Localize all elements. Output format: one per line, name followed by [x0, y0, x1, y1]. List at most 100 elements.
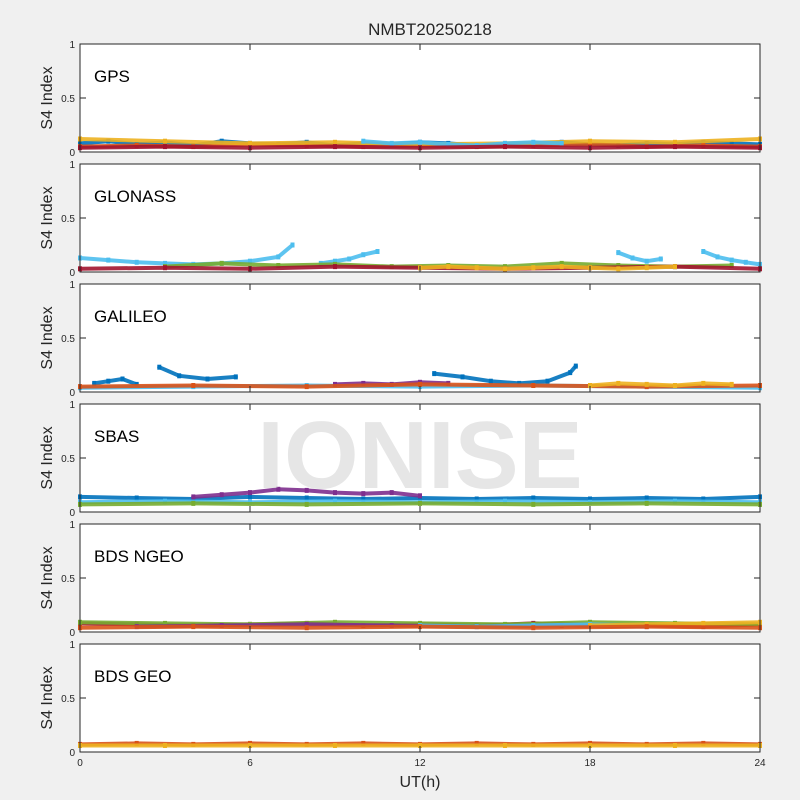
data-point [474, 496, 479, 502]
data-point [474, 740, 479, 746]
data-point [333, 258, 337, 264]
data-point [531, 495, 536, 501]
data-point [361, 740, 366, 746]
y-axis-label: S4 Index [39, 186, 56, 249]
data-point [559, 140, 564, 146]
data-point [92, 380, 97, 386]
y-axis-label: S4 Index [39, 306, 56, 369]
constellation-label: SBAS [94, 427, 139, 446]
data-point [205, 376, 210, 382]
series-7 [418, 264, 677, 272]
data-point [134, 259, 139, 265]
y-axis-label: S4 Index [39, 426, 56, 489]
y-tick-label: 1 [69, 520, 75, 531]
data-point [248, 494, 252, 500]
data-point [333, 498, 337, 504]
constellation-label: GPS [94, 67, 130, 86]
data-point [333, 619, 337, 625]
data-point [163, 138, 167, 144]
x-tick-label: 6 [247, 758, 253, 769]
data-point [503, 266, 507, 272]
x-tick-label: 12 [414, 758, 426, 769]
data-point [248, 140, 252, 146]
data-point [503, 498, 507, 504]
data-point [233, 374, 238, 380]
data-point [163, 620, 167, 626]
data-point [715, 254, 720, 260]
data-point [163, 498, 167, 504]
data-point [488, 378, 493, 384]
data-point [531, 139, 536, 145]
data-point [729, 140, 734, 146]
data-point [276, 254, 281, 260]
y-tick-label: 0.5 [61, 454, 75, 465]
constellation-label: GALILEO [94, 307, 167, 326]
data-point [729, 381, 734, 387]
x-tick-label: 0 [77, 758, 83, 769]
plot-area [80, 44, 760, 152]
data-point [701, 380, 706, 386]
plot-area [80, 644, 760, 752]
data-point [729, 263, 734, 268]
series-line [157, 365, 238, 381]
y-tick-label: 1 [69, 640, 75, 651]
data-point [531, 383, 536, 388]
data-point [418, 743, 422, 748]
panel-bds-geo: 0 0.5 1 S4 Index BDS GEO 0 6 12 18 24 [39, 640, 766, 769]
panel-galileo: 0 0.5 1 S4 Index GALILEO [39, 280, 762, 399]
data-point [120, 376, 125, 382]
data-point [644, 265, 649, 271]
constellation-label: GLONASS [94, 187, 176, 206]
data-point [389, 140, 394, 146]
data-point [658, 256, 663, 262]
data-point [333, 264, 337, 270]
data-point [644, 500, 649, 506]
series-line [616, 250, 663, 264]
data-point [418, 139, 422, 145]
y-tick-label: 0 [69, 748, 75, 759]
x-tick-label: 18 [584, 758, 596, 769]
data-point [701, 620, 706, 626]
series-line [588, 381, 734, 388]
data-point [644, 495, 649, 501]
y-tick-label: 0.5 [61, 574, 75, 585]
y-axis-label: S4 Index [39, 66, 56, 129]
y-tick-label: 0.5 [61, 694, 75, 705]
data-point [304, 487, 309, 493]
data-point [219, 260, 224, 266]
data-point [163, 144, 167, 150]
constellation-label: BDS GEO [94, 667, 171, 686]
data-point [503, 140, 507, 146]
data-point [568, 370, 573, 376]
data-point [361, 138, 366, 144]
panel-stack: 0 0.5 1 S4 Index GPS 0 0.5 1 S4 Index GLONASS 0 0.5… [39, 40, 766, 769]
y-tick-label: 1 [69, 160, 75, 171]
data-point [588, 496, 592, 502]
data-point [304, 501, 309, 507]
data-point [333, 490, 337, 496]
data-point [191, 624, 196, 630]
data-point [361, 252, 366, 258]
y-tick-label: 1 [69, 280, 75, 291]
data-point [743, 259, 748, 265]
series-2 [191, 486, 422, 500]
data-point [701, 496, 706, 502]
data-point [673, 139, 677, 145]
data-point [304, 621, 309, 627]
data-point [616, 380, 621, 386]
data-point [304, 625, 309, 631]
constellation-label: BDS NGEO [94, 547, 184, 566]
data-point [673, 498, 677, 504]
plot-area [80, 284, 760, 392]
data-point [446, 141, 451, 147]
series-3 [616, 250, 663, 264]
data-point [248, 490, 252, 496]
panel-glonass: 0 0.5 1 S4 Index GLONASS [39, 160, 762, 279]
y-tick-label: 0.5 [61, 94, 75, 105]
data-point [361, 496, 366, 502]
series-line [361, 139, 564, 148]
data-point [106, 378, 111, 384]
data-point [276, 486, 281, 492]
data-point [177, 373, 182, 379]
